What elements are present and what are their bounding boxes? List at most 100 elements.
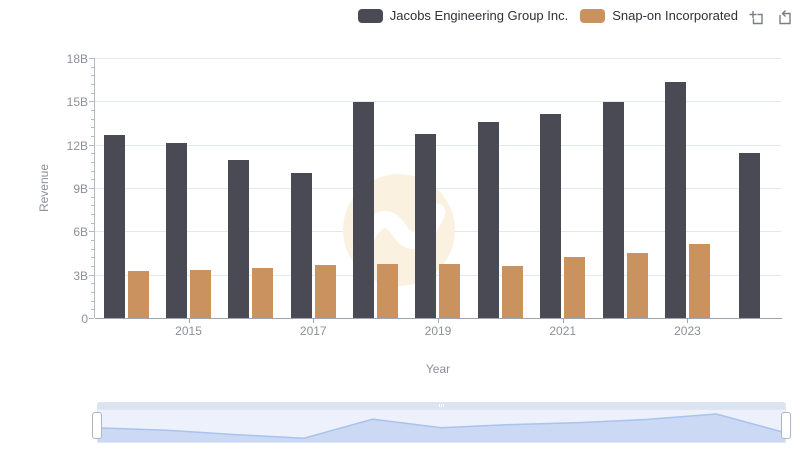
bar-group-2024 (719, 58, 781, 318)
bars-row (95, 58, 781, 318)
bar-2014-jacobs[interactable] (103, 134, 125, 318)
gridline (95, 144, 781, 146)
datazoom-left-handle[interactable] (92, 412, 102, 439)
y-major-tick (89, 101, 94, 103)
y-major-tick (89, 188, 94, 189)
y-minor-tick (91, 136, 94, 137)
grip-icon (439, 404, 440, 407)
y-minor-tick (91, 153, 94, 155)
plot-area (95, 58, 781, 318)
bar-group-2021 (532, 58, 594, 318)
bar-2019-snapon[interactable] (439, 264, 461, 318)
bar-2018-jacobs[interactable] (353, 101, 375, 318)
bar-2015-snapon[interactable] (190, 269, 212, 318)
bar-2022-snapon[interactable] (626, 253, 648, 318)
x-tick (687, 319, 689, 323)
bar-2023-snapon[interactable] (688, 244, 710, 318)
x-axis-line (95, 318, 782, 319)
grip-icon (443, 404, 444, 407)
datazoom-move-handle[interactable] (97, 402, 786, 409)
bar-2019-jacobs[interactable] (415, 133, 437, 318)
gridline (95, 58, 781, 59)
y-major-tick (89, 144, 94, 146)
bar-2022-jacobs[interactable] (602, 102, 624, 318)
y-minor-tick (91, 283, 94, 285)
x-tick-label: 2021 (549, 324, 577, 338)
legend-label-jacobs: Jacobs Engineering Group Inc. (389, 8, 569, 23)
y-major-tick (89, 318, 94, 319)
y-minor-tick (91, 110, 94, 111)
y-minor-tick (91, 127, 94, 129)
y-minor-tick (91, 222, 94, 224)
x-axis-title: Year (425, 362, 451, 376)
legend-item-jacobs[interactable]: Jacobs Engineering Group Inc. (357, 8, 569, 23)
datazoom-slider[interactable] (92, 402, 791, 443)
datazoom-right-handle[interactable] (781, 412, 791, 439)
y-tick-label: 9B (73, 182, 88, 196)
bar-2020-snapon[interactable] (501, 266, 523, 318)
y-tick-label: 6B (73, 225, 88, 240)
legend-item-snapon[interactable]: Snap-on Incorporated (580, 8, 738, 23)
x-tick (313, 319, 315, 323)
bar-2023-jacobs[interactable] (664, 81, 686, 318)
y-tick-label: 12B (66, 138, 88, 153)
data-zoom-icon[interactable] (747, 9, 764, 26)
y-tick-label: 15B (66, 95, 88, 110)
x-tick (188, 319, 190, 323)
y-minor-tick (91, 170, 94, 172)
y-tick-label: 3B (73, 268, 88, 283)
y-minor-tick (91, 300, 94, 302)
bar-2024-jacobs[interactable] (739, 152, 761, 318)
x-tick (438, 319, 439, 323)
bar-2017-snapon[interactable] (314, 264, 336, 318)
bar-2021-jacobs[interactable] (540, 114, 562, 318)
y-minor-tick (91, 84, 94, 85)
y-minor-tick (91, 66, 94, 68)
y-major-tick (89, 58, 94, 59)
bar-2016-jacobs[interactable] (228, 159, 250, 318)
y-tick-label: 18B (66, 52, 88, 66)
bar-group-2020 (469, 58, 531, 318)
y-minor-tick (91, 309, 94, 311)
legend-label-snapon: Snap-on Incorporated (612, 8, 738, 23)
bar-2020-jacobs[interactable] (477, 122, 499, 318)
bar-group-2023 (656, 58, 718, 318)
y-minor-tick (91, 205, 94, 207)
x-tick-label: 2019 (424, 324, 452, 338)
legend-swatch-jacobs (357, 8, 383, 23)
bar-2018-snapon[interactable] (377, 263, 399, 318)
x-tick (562, 319, 564, 323)
y-minor-tick (91, 214, 94, 215)
y-minor-tick (91, 266, 94, 267)
y-minor-tick (91, 92, 94, 94)
bar-group-2015 (157, 58, 219, 318)
legend-swatch-snapon (580, 8, 606, 23)
y-minor-tick (91, 248, 94, 250)
y-minor-tick (91, 179, 94, 181)
legend: Jacobs Engineering Group Inc. Snap-on In… (357, 8, 738, 23)
y-minor-tick (91, 162, 94, 163)
y-minor-tick (91, 292, 94, 293)
bar-2016-snapon[interactable] (252, 268, 274, 318)
toolbox (747, 9, 792, 26)
bar-group-2016 (220, 58, 282, 318)
bar-group-2022 (594, 58, 656, 318)
y-tick-label: 0 (81, 312, 88, 326)
y-major-tick (89, 274, 94, 276)
bar-group-2018 (344, 58, 406, 318)
y-minor-tick (91, 240, 94, 241)
y-major-tick (89, 231, 94, 233)
y-axis-line (94, 58, 95, 318)
grip-icon (441, 404, 442, 407)
bar-2021-snapon[interactable] (564, 256, 586, 318)
bar-2017-jacobs[interactable] (290, 173, 312, 318)
gridline (95, 101, 781, 103)
datazoom-band[interactable] (97, 409, 786, 443)
y-minor-tick (91, 257, 94, 259)
bar-2014-snapon[interactable] (127, 270, 149, 318)
bar-2015-jacobs[interactable] (166, 143, 188, 318)
bar-group-2017 (282, 58, 344, 318)
bar-group-2014 (95, 58, 157, 318)
restore-icon[interactable] (775, 9, 792, 26)
